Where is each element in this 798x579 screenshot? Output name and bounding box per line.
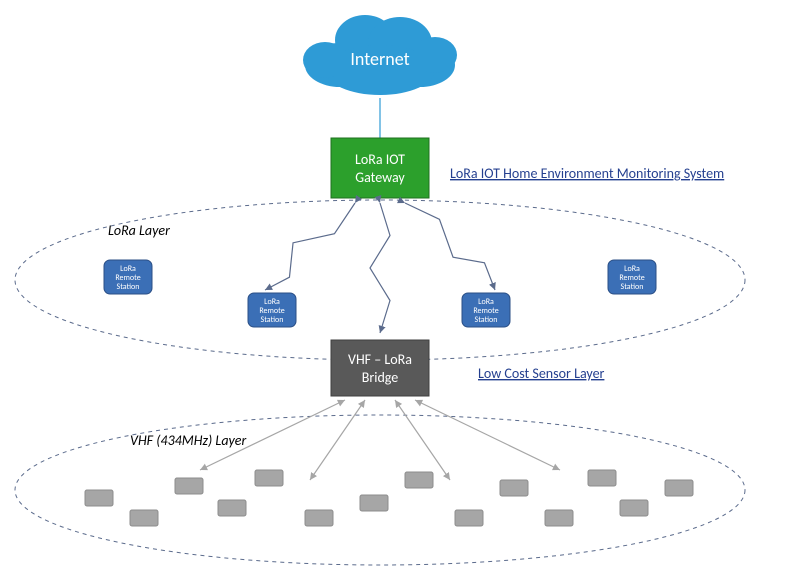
lora-arrow-1 — [405, 203, 495, 290]
vhf-node-10 — [545, 510, 573, 526]
link-iot-system[interactable]: LoRa IOT Home Environment Monitoring Sys… — [450, 165, 724, 182]
gateway-label-1: LoRa IOT — [355, 151, 405, 168]
lora-station-0: LoRaRemoteStation — [104, 260, 152, 294]
vhf-node-13 — [665, 480, 693, 496]
vhf-arrow-1 — [310, 400, 365, 480]
vhf-node-8 — [455, 510, 483, 526]
internet-cloud: Internet — [303, 15, 457, 95]
internet-cloud-label: Internet — [350, 48, 409, 70]
bridge-label-1: VHF – LoRa — [348, 351, 412, 368]
lora-station-1: LoRaRemoteStation — [248, 293, 296, 327]
vhf-node-7 — [405, 472, 433, 488]
lora-station-label3-1: Station — [261, 315, 284, 325]
lora-station-2: LoRaRemoteStation — [462, 293, 510, 327]
vhf-node-2 — [175, 478, 203, 494]
lora-station-label3-3: Station — [621, 282, 644, 292]
vhf-node-11 — [588, 470, 616, 486]
vhf-layer-label: VHF (434MHz) Layer — [130, 432, 246, 449]
lora-arrow-2 — [370, 203, 390, 333]
vhf-node-6 — [360, 495, 388, 511]
vhf-node-5 — [305, 510, 333, 526]
vhf-node-12 — [620, 500, 648, 516]
lora-station-label3-2: Station — [475, 315, 498, 325]
vhf-layer-ellipse — [15, 415, 745, 565]
vhf-node-9 — [500, 480, 528, 496]
lora-arrow-0 — [265, 203, 355, 290]
gateway-label-2: Gateway — [355, 169, 405, 186]
vhf-node-0 — [85, 490, 113, 506]
lora-layer-label: LoRa Layer — [108, 222, 170, 239]
bridge-label-2: Bridge — [362, 369, 399, 386]
vhf-arrow-3 — [415, 400, 560, 470]
lora-station-3: LoRaRemoteStation — [608, 260, 656, 294]
lora-station-label3-0: Station — [117, 282, 140, 292]
vhf-node-1 — [130, 510, 158, 526]
gateway-box: LoRa IOTGateway — [331, 138, 429, 198]
vhf-arrow-2 — [395, 400, 450, 480]
bridge-box: VHF – LoRaBridge — [331, 340, 429, 396]
vhf-node-3 — [218, 500, 246, 516]
vhf-node-4 — [255, 470, 283, 486]
link-low-cost[interactable]: Low Cost Sensor Layer — [478, 365, 605, 382]
